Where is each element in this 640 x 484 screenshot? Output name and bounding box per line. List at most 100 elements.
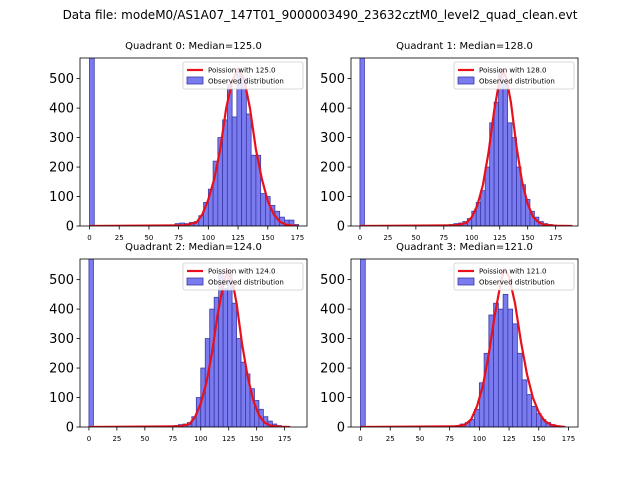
y-tick-label: 200: [49, 161, 74, 176]
histogram-bar: [502, 293, 509, 427]
histogram-bar: [484, 166, 491, 226]
subplot-quadrant-3: 0 25 50 75 100 125 150 175 0 100 200 300 400 500 Quadr…: [320, 242, 579, 443]
x-tick-label: 125: [231, 234, 244, 242]
histogram-bar: [502, 84, 508, 226]
y-tick-label: 500: [320, 72, 345, 87]
y-tick-label: 100: [49, 190, 74, 205]
histogram-bar: [240, 361, 246, 427]
histogram-bar: [497, 308, 504, 427]
x-tick-label: 25: [383, 234, 392, 242]
histogram-bar: [241, 78, 247, 226]
histogram-bar: [236, 338, 242, 427]
histogram-bar: [231, 116, 238, 226]
x-tick-label: 0: [87, 435, 91, 443]
x-tick-label: 150: [261, 234, 274, 242]
x-tick-label: 50: [411, 234, 420, 242]
histogram-bar: [360, 259, 366, 427]
x-tick-label: 25: [386, 435, 395, 443]
x-tick-label: 175: [291, 234, 304, 242]
histogram-bar: [507, 122, 513, 226]
legend-bar-swatch: [457, 76, 475, 85]
subplot-title: Quadrant 1: Median=128.0: [396, 41, 533, 52]
histogram-bar: [250, 154, 257, 226]
y-tick-label: 400: [49, 102, 74, 117]
subplot-quadrant-2: 0 25 50 75 100 125 150 175 0 100 200 300 400 500 Quadr…: [49, 242, 308, 443]
legend-label-poisson: Poission with 121.0: [479, 268, 547, 276]
legend-bar-swatch: [186, 277, 204, 286]
histogram-bar: [512, 323, 518, 427]
histogram-bars: [360, 259, 566, 427]
x-tick-label: 50: [415, 435, 424, 443]
legend: Poission with 125.0 Observed distribution: [182, 61, 304, 90]
legend: Poission with 128.0 Observed distribution: [453, 61, 575, 90]
histogram-bar: [493, 101, 500, 226]
y-tick-label: 200: [49, 362, 74, 377]
subplot-quadrant-1: 0 25 50 75 100 125 150 175 0 100 200 300 400 500 Quadr…: [320, 41, 579, 242]
y-tick-label: 100: [320, 190, 345, 205]
x-tick-label: 0: [87, 234, 91, 242]
legend-box: [453, 61, 575, 90]
x-tick-label: 75: [445, 435, 454, 443]
histogram-bar: [480, 190, 486, 226]
axes-frame: [79, 258, 308, 428]
y-tick-label: 0: [337, 220, 345, 235]
legend-box: [182, 262, 304, 291]
y-tick-label: 100: [49, 391, 74, 406]
subplot-title: Quadrant 3: Median=121.0: [396, 242, 533, 253]
poisson-curve: [88, 268, 291, 427]
y-tick-label: 400: [320, 102, 345, 117]
axes-frame: [350, 258, 579, 428]
legend-label-poisson: Poission with 128.0: [479, 67, 547, 75]
histogram-bar: [89, 58, 95, 226]
histogram-bar: [222, 119, 228, 226]
histogram-bar: [236, 67, 243, 226]
histogram-bar: [507, 308, 514, 427]
subplot-title: Quadrant 2: Median=124.0: [125, 242, 262, 253]
histogram-bar: [516, 352, 523, 427]
x-tick-label: 125: [493, 234, 506, 242]
y-tick-label: 300: [320, 131, 345, 146]
x-tick-label: 175: [278, 435, 291, 443]
x-tick-label: 75: [168, 435, 177, 443]
legend-label-observed: Observed distribution: [479, 279, 555, 287]
y-tick-label: 300: [49, 332, 74, 347]
histogram-bar: [88, 259, 94, 427]
x-tick-label: 175: [549, 234, 562, 242]
x-tick-label: 0: [358, 234, 362, 242]
histogram-bar: [288, 219, 295, 226]
legend-label-poisson: Poission with 124.0: [208, 268, 276, 276]
x-tick-label: 75: [174, 234, 183, 242]
y-tick-label: 0: [66, 421, 74, 436]
legend: Poission with 121.0 Observed distribution: [453, 262, 575, 291]
y-tick-label: 100: [320, 391, 345, 406]
legend-label-observed: Observed distribution: [208, 279, 284, 287]
x-tick-label: 0: [358, 435, 362, 443]
poisson-curve: [360, 268, 566, 427]
histogram-bar: [531, 405, 537, 427]
y-tick-label: 200: [320, 161, 345, 176]
figure-suptitle: Data file: modeM0/AS1A07_147T01_90000034…: [62, 8, 578, 22]
axes-frame: [350, 57, 579, 227]
histogram-bar: [245, 113, 252, 226]
x-tick-label: 125: [222, 435, 235, 443]
histogram-bar: [231, 302, 237, 427]
subplot-quadrant-0: 0 25 50 75 100 125 150 175 0 100 200 300 400 500 Quadr…: [49, 41, 308, 242]
legend-box: [453, 262, 575, 291]
histogram-bar: [226, 84, 233, 226]
histogram-bar: [511, 137, 517, 226]
x-tick-label: 150: [250, 435, 263, 443]
x-tick-label: 75: [439, 234, 448, 242]
legend-box: [182, 61, 304, 90]
histogram-bar: [209, 308, 215, 427]
y-tick-label: 200: [320, 362, 345, 377]
legend-bar-swatch: [457, 277, 475, 286]
y-tick-label: 400: [320, 303, 345, 318]
histogram-bar: [521, 379, 528, 427]
legend: Poission with 124.0 Observed distribution: [182, 262, 304, 291]
axes-frame: [79, 57, 308, 227]
x-tick-label: 175: [562, 435, 575, 443]
histogram-bar: [222, 288, 229, 427]
histogram-bar: [260, 193, 266, 226]
y-tick-label: 500: [49, 273, 74, 288]
